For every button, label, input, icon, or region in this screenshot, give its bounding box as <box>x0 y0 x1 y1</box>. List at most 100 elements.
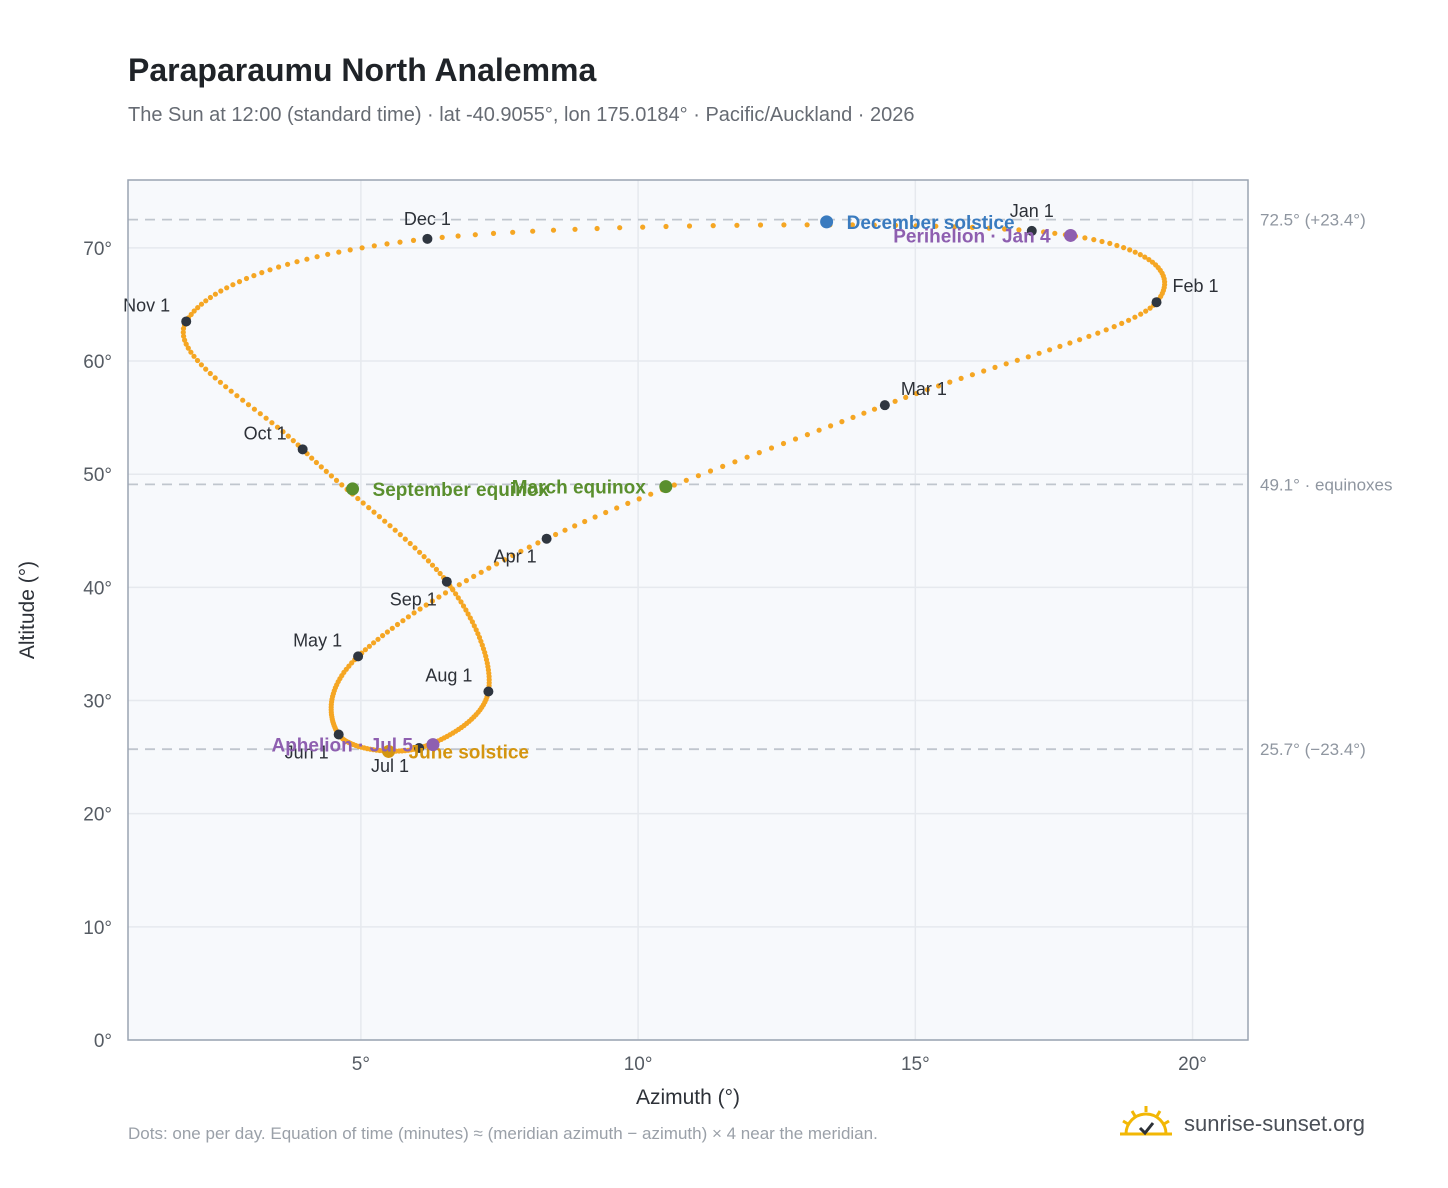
daily-sun-dot <box>936 383 942 389</box>
sun-logo-icon <box>1120 1106 1172 1136</box>
daily-sun-dot <box>594 225 600 232</box>
daily-sun-dot <box>313 459 319 466</box>
daily-sun-dot <box>663 223 669 230</box>
event-label: March equinox <box>512 478 647 499</box>
daily-sun-dot <box>433 566 439 573</box>
daily-sun-dot <box>530 228 536 234</box>
daily-sun-dot <box>384 241 390 247</box>
daily-sun-dot <box>1086 333 1092 339</box>
daily-sun-dot <box>429 562 436 568</box>
month-marker <box>1151 297 1162 308</box>
event-label: Perihelion · Jan 4 <box>893 226 1051 247</box>
y-tick-label: 20° <box>83 805 112 826</box>
daily-sun-dot <box>212 375 218 381</box>
daily-sun-dot <box>195 305 201 311</box>
daily-sun-dot <box>768 445 775 451</box>
daily-sun-dot <box>392 527 398 533</box>
footer-note: Dots: one per day. Equation of time (min… <box>128 1124 878 1143</box>
daily-sun-dot <box>671 482 677 488</box>
daily-sun-dot <box>1002 226 1008 232</box>
month-marker <box>483 686 494 697</box>
x-tick-label: 5° <box>352 1054 370 1075</box>
daily-sun-dot <box>1003 361 1009 367</box>
month-marker <box>333 729 344 740</box>
daily-sun-dot <box>636 496 642 502</box>
daily-sun-dot <box>603 509 609 516</box>
month-marker <box>441 576 452 587</box>
daily-sun-dot <box>188 349 194 355</box>
daily-sun-dot <box>710 223 716 229</box>
daily-sun-dot <box>981 368 987 374</box>
daily-sun-dot <box>1067 340 1073 346</box>
event-marker <box>1064 228 1078 242</box>
y-tick-label: 30° <box>83 692 112 713</box>
daily-sun-dot <box>992 364 998 370</box>
daily-sun-dot <box>380 633 386 639</box>
daily-sun-dot <box>986 225 992 231</box>
daily-sun-dot <box>185 345 191 351</box>
daily-sun-dot <box>384 629 390 635</box>
month-label: Aug 1 <box>425 665 472 685</box>
daily-sun-dot <box>400 618 406 624</box>
grid-lines <box>128 180 1248 1041</box>
daily-sun-dot <box>453 591 459 597</box>
daily-sun-dot <box>816 427 822 433</box>
daily-sun-dot <box>402 536 408 542</box>
daily-sun-dot <box>1057 343 1063 349</box>
daily-sun-dot <box>510 552 516 559</box>
daily-sun-dot <box>439 234 445 240</box>
daily-sun-dot <box>304 256 310 262</box>
daily-sun-dot <box>757 222 764 228</box>
daily-sun-dot <box>285 433 291 439</box>
reference-line-label: 49.1° · equinoxes <box>1260 475 1393 494</box>
daily-sun-dot <box>475 631 481 637</box>
daily-sun-dot <box>366 505 372 511</box>
daily-sun-dot <box>245 402 252 408</box>
daily-sun-dot <box>1119 320 1125 326</box>
daily-sun-dot <box>683 477 689 483</box>
reference-line-label: 25.7° (−23.4°) <box>1260 740 1366 759</box>
daily-sun-dot <box>469 619 475 625</box>
daily-sun-dot <box>471 573 477 580</box>
daily-sun-dot <box>318 464 324 470</box>
month-marker <box>541 533 552 544</box>
daily-sun-dot <box>518 548 524 554</box>
month-label: May 1 <box>293 630 342 650</box>
daily-sun-dot <box>903 394 909 400</box>
daily-sun-dot <box>1047 347 1053 353</box>
daily-sun-dot <box>394 621 401 628</box>
daily-sun-dot <box>1016 227 1022 233</box>
brand[interactable]: sunrise-sunset.org <box>1120 1102 1365 1146</box>
y-tick-label: 0° <box>94 1031 112 1052</box>
daily-sun-dot <box>382 518 388 524</box>
daily-sun-dot <box>387 523 393 529</box>
daily-sun-dot <box>1095 330 1101 336</box>
daily-sun-dot <box>236 279 243 285</box>
daily-sun-dot <box>198 301 205 307</box>
daily-sun-dot <box>207 370 213 377</box>
daily-sun-dot <box>1127 247 1133 253</box>
daily-sun-dot <box>263 415 269 421</box>
month-marker <box>353 651 364 662</box>
daily-sun-dot <box>450 587 456 593</box>
month-label: Jul 1 <box>371 756 409 776</box>
daily-sun-dot <box>274 424 281 430</box>
daily-sun-dot <box>1121 245 1127 251</box>
daily-sun-dot <box>1091 237 1097 243</box>
daily-sun-dot <box>804 222 810 228</box>
daily-sun-dot <box>371 509 377 515</box>
daily-sun-dot <box>285 261 291 267</box>
daily-sun-dot <box>183 341 189 347</box>
x-tick-label: 20° <box>1178 1054 1207 1075</box>
month-label: Jan 1 <box>1010 201 1054 221</box>
month-label: Dec 1 <box>404 209 451 229</box>
daily-sun-dot <box>969 224 976 230</box>
daily-sun-dot <box>892 222 899 228</box>
daily-sun-dot <box>1138 311 1144 317</box>
daily-sun-dot <box>405 614 411 620</box>
daily-sun-dot <box>360 500 366 506</box>
y-tick-label: 10° <box>83 918 112 939</box>
daily-sun-dot <box>471 623 477 629</box>
daily-sun-dot <box>328 473 334 479</box>
